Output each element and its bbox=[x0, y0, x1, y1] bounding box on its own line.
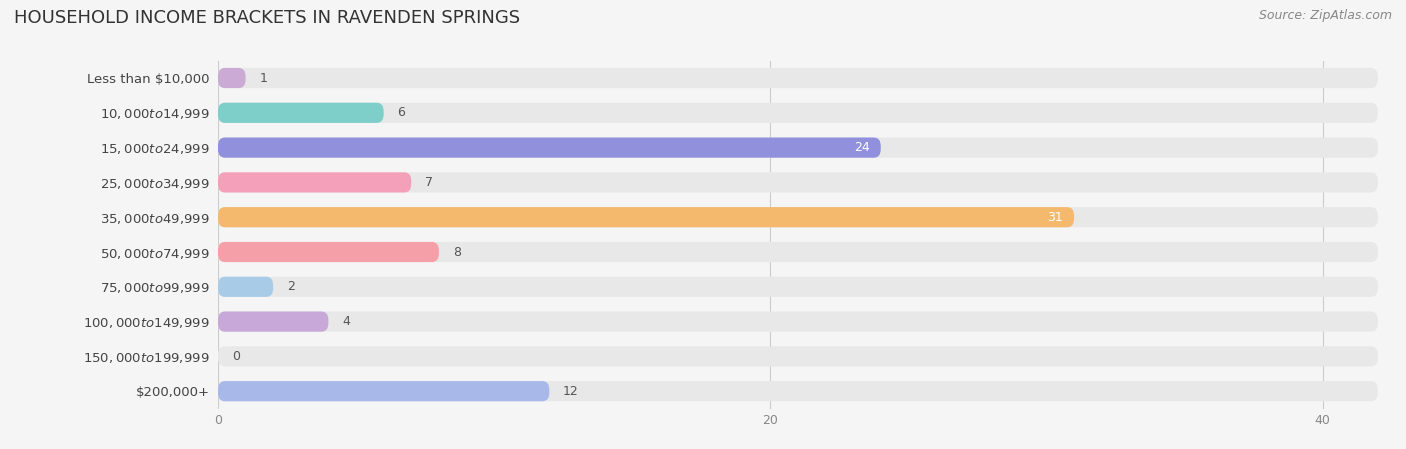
Text: 7: 7 bbox=[425, 176, 433, 189]
Text: 24: 24 bbox=[853, 141, 870, 154]
Text: 31: 31 bbox=[1047, 211, 1063, 224]
Text: Source: ZipAtlas.com: Source: ZipAtlas.com bbox=[1258, 9, 1392, 22]
FancyBboxPatch shape bbox=[218, 242, 1378, 262]
FancyBboxPatch shape bbox=[218, 312, 329, 332]
FancyBboxPatch shape bbox=[218, 381, 550, 401]
FancyBboxPatch shape bbox=[218, 172, 412, 193]
Text: 2: 2 bbox=[287, 280, 295, 293]
FancyBboxPatch shape bbox=[218, 242, 439, 262]
FancyBboxPatch shape bbox=[218, 207, 1378, 227]
Text: 4: 4 bbox=[342, 315, 350, 328]
FancyBboxPatch shape bbox=[218, 346, 1378, 366]
FancyBboxPatch shape bbox=[218, 277, 1378, 297]
FancyBboxPatch shape bbox=[218, 381, 1378, 401]
Text: 0: 0 bbox=[232, 350, 240, 363]
Text: 8: 8 bbox=[453, 246, 461, 259]
Text: 1: 1 bbox=[259, 71, 267, 84]
FancyBboxPatch shape bbox=[218, 207, 1074, 227]
FancyBboxPatch shape bbox=[218, 103, 1378, 123]
FancyBboxPatch shape bbox=[218, 277, 273, 297]
FancyBboxPatch shape bbox=[218, 172, 1378, 193]
Text: HOUSEHOLD INCOME BRACKETS IN RAVENDEN SPRINGS: HOUSEHOLD INCOME BRACKETS IN RAVENDEN SP… bbox=[14, 9, 520, 27]
FancyBboxPatch shape bbox=[218, 68, 1378, 88]
FancyBboxPatch shape bbox=[218, 137, 1378, 158]
Text: 6: 6 bbox=[398, 106, 405, 119]
Text: 12: 12 bbox=[564, 385, 579, 398]
FancyBboxPatch shape bbox=[218, 312, 1378, 332]
FancyBboxPatch shape bbox=[218, 68, 246, 88]
FancyBboxPatch shape bbox=[218, 137, 880, 158]
FancyBboxPatch shape bbox=[218, 103, 384, 123]
